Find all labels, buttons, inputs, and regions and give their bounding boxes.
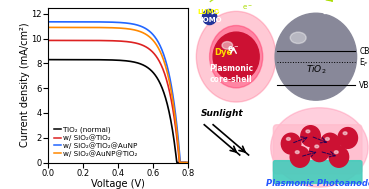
w/ SiO₂@AuNP@TiO₂ xyxy=(178,161,182,164)
Text: CB: CB xyxy=(359,46,369,56)
Text: VB: VB xyxy=(359,81,369,90)
Circle shape xyxy=(290,146,310,167)
Text: Sunlight: Sunlight xyxy=(201,109,244,118)
TiO₂ (normal) xyxy=(100,59,105,61)
Text: LUMO: LUMO xyxy=(197,9,220,15)
w/ SiO₂@AuNP@TiO₂ xyxy=(92,26,96,29)
Circle shape xyxy=(329,146,349,167)
w/ SiO₂@TiO₂@AuNP xyxy=(148,31,153,33)
w/ SiO₂@TiO₂@AuNP xyxy=(178,161,183,164)
Circle shape xyxy=(203,9,217,25)
Text: E$_F$: E$_F$ xyxy=(359,56,369,69)
Ellipse shape xyxy=(222,42,232,49)
Ellipse shape xyxy=(306,130,310,133)
Circle shape xyxy=(213,32,259,81)
Ellipse shape xyxy=(325,138,329,140)
Line: w/ SiO₂@AuNP@TiO₂: w/ SiO₂@AuNP@TiO₂ xyxy=(48,27,189,163)
w/ SiO₂@TiO₂ xyxy=(134,42,138,44)
Ellipse shape xyxy=(343,132,347,135)
w/ SiO₂@TiO₂ xyxy=(101,40,106,42)
Ellipse shape xyxy=(295,151,299,153)
w/ SiO₂@AuNP@TiO₂ xyxy=(46,26,50,29)
Ellipse shape xyxy=(286,138,290,140)
Text: Plasmonic Photoanode: Plasmonic Photoanode xyxy=(266,179,369,188)
w/ SiO₂@AuNP@TiO₂ xyxy=(134,29,139,32)
Text: TiO$_2$: TiO$_2$ xyxy=(306,64,326,76)
w/ SiO₂@AuNP@TiO₂ xyxy=(148,36,152,39)
Ellipse shape xyxy=(334,151,338,153)
w/ SiO₂@TiO₂@AuNP xyxy=(92,21,96,23)
TiO₂ (normal) xyxy=(46,59,50,61)
w/ SiO₂@TiO₂@AuNP xyxy=(63,21,67,23)
Circle shape xyxy=(275,13,356,100)
Ellipse shape xyxy=(271,108,368,187)
Text: e$^-$: e$^-$ xyxy=(227,44,239,54)
w/ SiO₂@TiO₂ xyxy=(147,48,151,50)
Circle shape xyxy=(338,128,358,148)
Text: Plasmonic
core-shell: Plasmonic core-shell xyxy=(209,64,253,84)
w/ SiO₂@TiO₂ xyxy=(46,39,50,42)
w/ SiO₂@AuNP@TiO₂ xyxy=(63,26,67,29)
Legend: TiO₂ (normal), w/ SiO₂@TiO₂, w/ SiO₂@TiO₂@AuNP, w/ SiO₂@AuNP@TiO₂: TiO₂ (normal), w/ SiO₂@TiO₂, w/ SiO₂@TiO… xyxy=(52,125,140,159)
w/ SiO₂@AuNP@TiO₂ xyxy=(186,161,191,164)
w/ SiO₂@TiO₂@AuNP xyxy=(187,161,191,164)
w/ SiO₂@TiO₂@AuNP xyxy=(101,21,106,23)
TiO₂ (normal) xyxy=(132,61,137,63)
X-axis label: Voltage (V): Voltage (V) xyxy=(91,179,145,189)
w/ SiO₂@TiO₂@AuNP xyxy=(46,21,50,23)
FancyBboxPatch shape xyxy=(273,125,362,174)
w/ SiO₂@TiO₂ xyxy=(186,161,190,164)
TiO₂ (normal) xyxy=(146,67,150,69)
w/ SiO₂@TiO₂ xyxy=(148,48,152,51)
TiO₂ (normal) xyxy=(62,59,67,61)
Circle shape xyxy=(301,126,320,146)
Line: w/ SiO₂@TiO₂@AuNP: w/ SiO₂@TiO₂@AuNP xyxy=(48,22,189,163)
Text: HOMO: HOMO xyxy=(197,17,222,23)
Circle shape xyxy=(310,141,329,162)
Circle shape xyxy=(281,133,301,154)
w/ SiO₂@TiO₂@AuNP xyxy=(148,30,152,33)
Y-axis label: Current density (mA/cm²): Current density (mA/cm²) xyxy=(20,23,30,147)
Ellipse shape xyxy=(196,11,276,102)
FancyBboxPatch shape xyxy=(273,161,362,183)
w/ SiO₂@TiO₂ xyxy=(92,39,96,42)
w/ SiO₂@AuNP@TiO₂ xyxy=(101,26,106,29)
Text: Dye: Dye xyxy=(214,48,232,57)
TiO₂ (normal) xyxy=(175,161,179,164)
w/ SiO₂@AuNP@TiO₂ xyxy=(147,36,152,38)
TiO₂ (normal) xyxy=(183,161,188,164)
Line: w/ SiO₂@TiO₂: w/ SiO₂@TiO₂ xyxy=(48,40,188,163)
Ellipse shape xyxy=(290,32,306,43)
Ellipse shape xyxy=(315,145,319,148)
w/ SiO₂@TiO₂@AuNP xyxy=(135,24,139,26)
Text: e$^-$: e$^-$ xyxy=(242,3,253,12)
w/ SiO₂@TiO₂ xyxy=(63,39,67,42)
w/ SiO₂@TiO₂ xyxy=(177,161,182,164)
Ellipse shape xyxy=(210,26,263,88)
TiO₂ (normal) xyxy=(145,66,149,68)
Circle shape xyxy=(320,133,340,154)
Line: TiO₂ (normal): TiO₂ (normal) xyxy=(48,60,186,163)
TiO₂ (normal) xyxy=(90,59,95,61)
